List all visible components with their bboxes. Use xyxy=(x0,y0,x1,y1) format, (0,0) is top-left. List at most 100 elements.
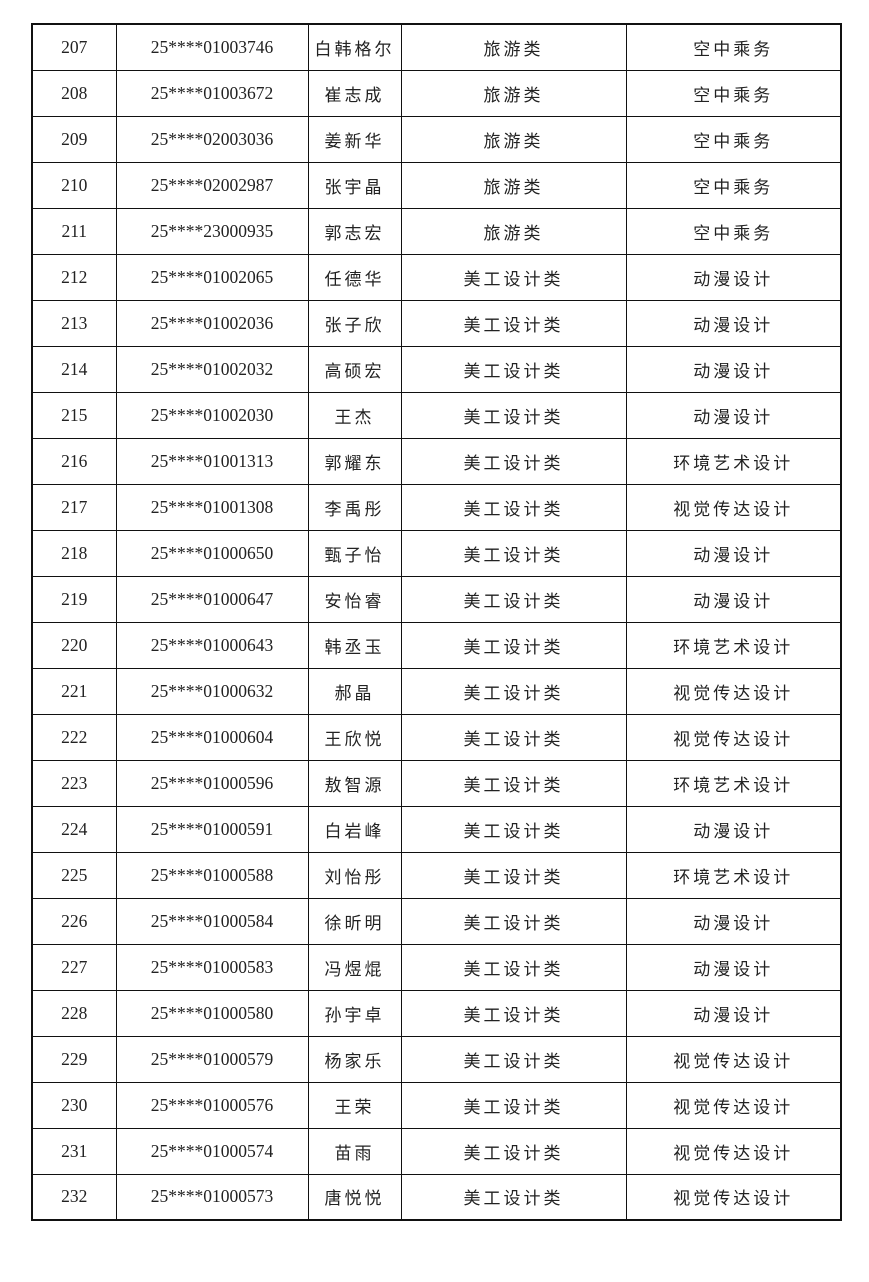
candidate-id-cell: 25****01002030 xyxy=(115,391,309,439)
candidate-id-cell: 25****01000643 xyxy=(115,621,309,669)
candidate-id-cell: 25****01000583 xyxy=(115,943,309,991)
category-cell: 美工设计类 xyxy=(400,851,627,899)
student-name-cell: 唐悦悦 xyxy=(307,1173,402,1221)
table-row: 219 25****01000647 安怡睿 美工设计类 动漫设计 xyxy=(31,575,842,623)
major-cell: 视觉传达设计 xyxy=(625,1173,842,1221)
major-cell: 动漫设计 xyxy=(625,897,842,945)
student-name-cell: 杨家乐 xyxy=(307,1035,402,1083)
row-number-cell: 218 xyxy=(31,529,117,577)
table-row: 216 25****01001313 郭耀东 美工设计类 环境艺术设计 xyxy=(31,437,842,485)
category-cell: 美工设计类 xyxy=(400,299,627,347)
table-row: 209 25****02003036 姜新华 旅游类 空中乘务 xyxy=(31,115,842,163)
category-cell: 美工设计类 xyxy=(400,989,627,1037)
row-number-cell: 230 xyxy=(31,1081,117,1129)
category-cell: 美工设计类 xyxy=(400,943,627,991)
row-number-cell: 211 xyxy=(31,207,117,255)
student-name-cell: 刘怡彤 xyxy=(307,851,402,899)
category-cell: 美工设计类 xyxy=(400,391,627,439)
candidate-id-cell: 25****01001308 xyxy=(115,483,309,531)
student-name-cell: 甄子怡 xyxy=(307,529,402,577)
category-cell: 旅游类 xyxy=(400,161,627,209)
student-name-cell: 安怡睿 xyxy=(307,575,402,623)
table-row: 227 25****01000583 冯煜焜 美工设计类 动漫设计 xyxy=(31,943,842,991)
candidate-id-cell: 25****23000935 xyxy=(115,207,309,255)
row-number-cell: 223 xyxy=(31,759,117,807)
row-number-cell: 215 xyxy=(31,391,117,439)
candidate-id-cell: 25****01000632 xyxy=(115,667,309,715)
table-row: 208 25****01003672 崔志成 旅游类 空中乘务 xyxy=(31,69,842,117)
major-cell: 动漫设计 xyxy=(625,391,842,439)
table-row: 211 25****23000935 郭志宏 旅游类 空中乘务 xyxy=(31,207,842,255)
row-number-cell: 231 xyxy=(31,1127,117,1175)
row-number-cell: 217 xyxy=(31,483,117,531)
row-number-cell: 228 xyxy=(31,989,117,1037)
major-cell: 动漫设计 xyxy=(625,805,842,853)
row-number-cell: 209 xyxy=(31,115,117,163)
student-name-cell: 徐昕明 xyxy=(307,897,402,945)
category-cell: 美工设计类 xyxy=(400,483,627,531)
category-cell: 旅游类 xyxy=(400,23,627,71)
row-number-cell: 210 xyxy=(31,161,117,209)
major-cell: 视觉传达设计 xyxy=(625,713,842,761)
student-name-cell: 李禹彤 xyxy=(307,483,402,531)
candidate-id-cell: 25****01003746 xyxy=(115,23,309,71)
major-cell: 环境艺术设计 xyxy=(625,621,842,669)
major-cell: 动漫设计 xyxy=(625,345,842,393)
table-row: 229 25****01000579 杨家乐 美工设计类 视觉传达设计 xyxy=(31,1035,842,1083)
row-number-cell: 220 xyxy=(31,621,117,669)
table-row: 222 25****01000604 王欣悦 美工设计类 视觉传达设计 xyxy=(31,713,842,761)
candidate-id-cell: 25****01002032 xyxy=(115,345,309,393)
student-name-cell: 王欣悦 xyxy=(307,713,402,761)
student-name-cell: 张宇晶 xyxy=(307,161,402,209)
student-name-cell: 崔志成 xyxy=(307,69,402,117)
category-cell: 旅游类 xyxy=(400,207,627,255)
candidate-id-cell: 25****01000647 xyxy=(115,575,309,623)
table-row: 213 25****01002036 张子欣 美工设计类 动漫设计 xyxy=(31,299,842,347)
major-cell: 动漫设计 xyxy=(625,989,842,1037)
candidate-id-cell: 25****01002036 xyxy=(115,299,309,347)
candidate-id-cell: 25****02003036 xyxy=(115,115,309,163)
row-number-cell: 221 xyxy=(31,667,117,715)
row-number-cell: 227 xyxy=(31,943,117,991)
table-row: 226 25****01000584 徐昕明 美工设计类 动漫设计 xyxy=(31,897,842,945)
category-cell: 美工设计类 xyxy=(400,897,627,945)
candidate-id-cell: 25****01000579 xyxy=(115,1035,309,1083)
student-name-cell: 王杰 xyxy=(307,391,402,439)
table-row: 221 25****01000632 郝晶 美工设计类 视觉传达设计 xyxy=(31,667,842,715)
table-row: 217 25****01001308 李禹彤 美工设计类 视觉传达设计 xyxy=(31,483,842,531)
major-cell: 动漫设计 xyxy=(625,943,842,991)
student-name-cell: 郝晶 xyxy=(307,667,402,715)
major-cell: 空中乘务 xyxy=(625,23,842,71)
row-number-cell: 224 xyxy=(31,805,117,853)
row-number-cell: 207 xyxy=(31,23,117,71)
candidate-id-cell: 25****01000573 xyxy=(115,1173,309,1221)
major-cell: 视觉传达设计 xyxy=(625,667,842,715)
major-cell: 视觉传达设计 xyxy=(625,1127,842,1175)
category-cell: 美工设计类 xyxy=(400,621,627,669)
category-cell: 美工设计类 xyxy=(400,713,627,761)
table-row: 218 25****01000650 甄子怡 美工设计类 动漫设计 xyxy=(31,529,842,577)
major-cell: 环境艺术设计 xyxy=(625,759,842,807)
row-number-cell: 213 xyxy=(31,299,117,347)
major-cell: 环境艺术设计 xyxy=(625,437,842,485)
admission-list-table: 207 25****01003746 白韩格尔 旅游类 空中乘务 208 25****010… xyxy=(31,23,842,1221)
candidate-id-cell: 25****01002065 xyxy=(115,253,309,301)
category-cell: 美工设计类 xyxy=(400,1035,627,1083)
table-row: 220 25****01000643 韩丞玉 美工设计类 环境艺术设计 xyxy=(31,621,842,669)
row-number-cell: 219 xyxy=(31,575,117,623)
table-row: 231 25****01000574 苗雨 美工设计类 视觉传达设计 xyxy=(31,1127,842,1175)
student-name-cell: 郭志宏 xyxy=(307,207,402,255)
major-cell: 视觉传达设计 xyxy=(625,1035,842,1083)
student-name-cell: 韩丞玉 xyxy=(307,621,402,669)
student-name-cell: 姜新华 xyxy=(307,115,402,163)
major-cell: 动漫设计 xyxy=(625,575,842,623)
table-row: 224 25****01000591 白岩峰 美工设计类 动漫设计 xyxy=(31,805,842,853)
table-row: 230 25****01000576 王荣 美工设计类 视觉传达设计 xyxy=(31,1081,842,1129)
table-row: 228 25****01000580 孙宇卓 美工设计类 动漫设计 xyxy=(31,989,842,1037)
table-row: 215 25****01002030 王杰 美工设计类 动漫设计 xyxy=(31,391,842,439)
student-name-cell: 敖智源 xyxy=(307,759,402,807)
candidate-id-cell: 25****01000650 xyxy=(115,529,309,577)
category-cell: 美工设计类 xyxy=(400,529,627,577)
major-cell: 空中乘务 xyxy=(625,161,842,209)
student-name-cell: 王荣 xyxy=(307,1081,402,1129)
